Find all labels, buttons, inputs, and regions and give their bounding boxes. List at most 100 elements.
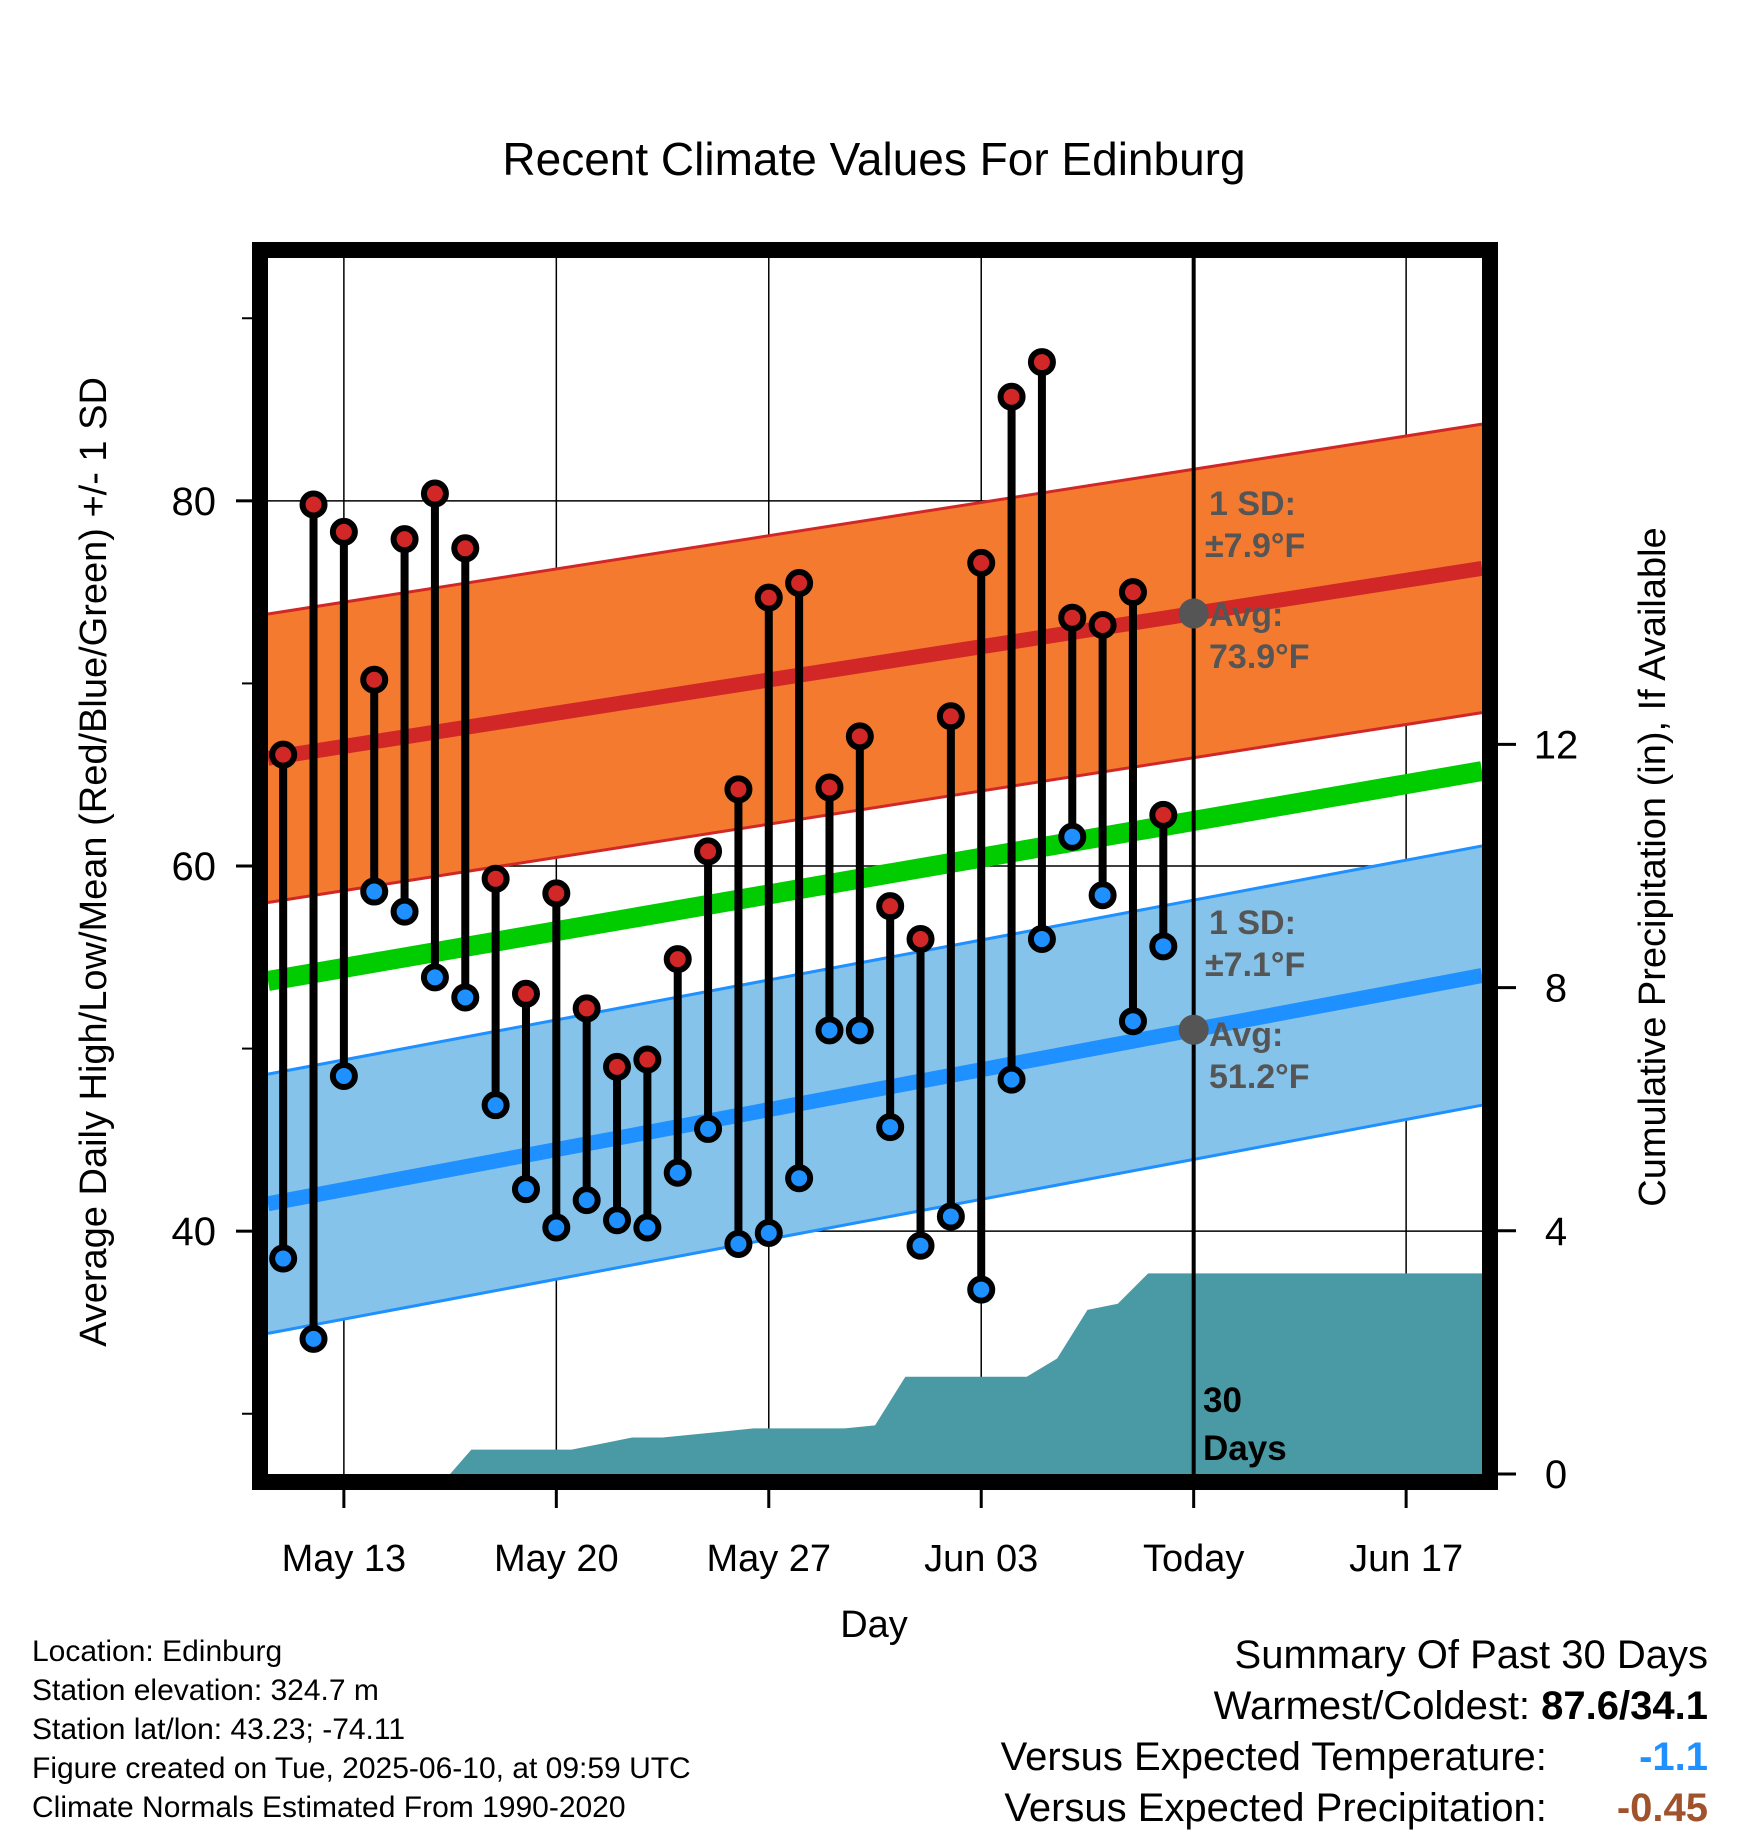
- today-days-number: 30: [1203, 1381, 1242, 1420]
- high-temp-point: [511, 979, 540, 1008]
- warmest-value: 87.6/34.1: [1541, 1684, 1708, 1728]
- y2-axis-label: Cumulative Precipitation (in), If Availa…: [1632, 527, 1674, 1206]
- high-temp-point: [390, 525, 419, 554]
- low-temp-point: [967, 1275, 996, 1304]
- high-avg-label: Avg:: [1209, 596, 1283, 634]
- high-band-lower-edge: [267, 711, 1483, 904]
- plot-border: [252, 242, 1498, 1490]
- low-temp-point: [1088, 881, 1117, 910]
- high-temp-point: [967, 548, 996, 577]
- elevation-text: Station elevation: 324.7 m: [32, 1674, 379, 1707]
- high-temp-point: [785, 568, 814, 597]
- y-tick-label: 80: [172, 480, 217, 524]
- x-tick-label: Today: [1143, 1538, 1244, 1580]
- low-temp-point: [724, 1229, 753, 1258]
- low-sd-label: 1 SD:: [1209, 904, 1296, 942]
- high-temp-point: [1027, 348, 1056, 377]
- high-temp-point: [876, 892, 905, 921]
- high-temp-point: [906, 925, 935, 954]
- low-temp-point: [845, 1016, 874, 1045]
- warmest-label: Warmest/Coldest:: [1213, 1684, 1531, 1728]
- high-temp-point: [754, 583, 783, 612]
- normal-annotations: 1 SD: ±7.9°F Avg: 73.9°F 1 SD: ±7.1°F Av…: [1205, 485, 1310, 1096]
- high-temp-point: [1058, 603, 1087, 632]
- high-temp-point: [572, 994, 601, 1023]
- y-axis-label: Average Daily High/Low/Mean (Red/Blue/Gr…: [73, 377, 115, 1347]
- daily-range-stems: [279, 362, 1168, 1339]
- low-temp-point: [997, 1065, 1026, 1094]
- x-tick-label: Jun 03: [924, 1538, 1038, 1580]
- location-text: Location: Edinburg: [32, 1635, 283, 1668]
- high-temp-point: [936, 702, 965, 731]
- low-sd-value: ±7.1°F: [1205, 946, 1305, 984]
- normal-bands: [266, 422, 1484, 1335]
- chart-title: Recent Climate Values For Edinburg: [502, 133, 1245, 185]
- high-temp-point: [633, 1045, 662, 1074]
- precip-area: [450, 1273, 1483, 1474]
- high-normal-line: [266, 560, 1484, 766]
- temp-value: -1.1: [1639, 1735, 1708, 1779]
- latlon-text: Station lat/lon: 43.23; -74.11: [32, 1713, 406, 1746]
- today-low-avg-dot: [1178, 1014, 1209, 1045]
- low-temp-point: [815, 1016, 844, 1045]
- summary-warmest-row: Warmest/Coldest: 87.6/34.1: [1001, 1681, 1708, 1732]
- high-temp-point: [481, 864, 510, 893]
- low-band-upper-edge: [267, 844, 1483, 1076]
- normals-text: Climate Normals Estimated From 1990-2020: [32, 1791, 626, 1824]
- today-high-avg-dot: [1178, 598, 1209, 629]
- low-temp-point: [299, 1324, 328, 1353]
- station-info: Location: Edinburg Station elevation: 32…: [32, 1632, 691, 1827]
- precip-label: Versus Expected Precipitation:: [1004, 1786, 1547, 1830]
- low-temp-point: [603, 1206, 632, 1235]
- high-band-upper-edge: [267, 422, 1483, 616]
- x-tick-label: May 20: [494, 1538, 619, 1580]
- low-temp-point: [936, 1202, 965, 1231]
- low-temp-point: [785, 1164, 814, 1193]
- low-band-lower-edge: [267, 1103, 1483, 1335]
- low-temp-point: [269, 1244, 298, 1273]
- high-temp-point: [694, 837, 723, 866]
- low-temp-point: [511, 1175, 540, 1204]
- high-temp-point: [1088, 610, 1117, 639]
- high-sd-value: ±7.9°F: [1205, 527, 1305, 565]
- low-temp-point: [329, 1061, 358, 1090]
- low-temp-point: [663, 1158, 692, 1187]
- high-temp-point: [724, 775, 753, 804]
- high-temp-point: [663, 945, 692, 974]
- high-temp-point: [815, 773, 844, 802]
- low-temp-point: [633, 1213, 662, 1242]
- y2-tick-label: 8: [1545, 967, 1567, 1011]
- y-tick-label: 60: [172, 845, 217, 889]
- today-days-word: Days: [1203, 1429, 1287, 1468]
- temp-label: Versus Expected Temperature:: [1000, 1735, 1547, 1779]
- plot-frame: [252, 242, 1498, 1490]
- y2-tick-label: 0: [1545, 1453, 1567, 1497]
- precip-value: -0.45: [1616, 1786, 1708, 1830]
- low-temp-point: [1149, 932, 1178, 961]
- y2-tick-label: 12: [1534, 723, 1579, 767]
- low-avg-label: Avg:: [1209, 1016, 1283, 1054]
- low-normal-line: [266, 968, 1484, 1212]
- x-tick-label: May 13: [282, 1538, 407, 1580]
- daily-markers: [269, 348, 1178, 1353]
- low-temp-point: [906, 1231, 935, 1260]
- low-temp-point: [481, 1091, 510, 1120]
- low-temp-point: [876, 1113, 905, 1142]
- high-temp-point: [603, 1052, 632, 1081]
- x-axis-label: Day: [840, 1604, 908, 1646]
- high-avg-value: 73.9°F: [1209, 638, 1310, 676]
- high-temp-point: [329, 517, 358, 546]
- high-temp-point: [997, 382, 1026, 411]
- low-temp-point: [451, 983, 480, 1012]
- mean-normal-line: [266, 761, 1484, 991]
- high-temp-point: [451, 534, 480, 563]
- low-temp-point: [754, 1218, 783, 1247]
- summary-title: Summary Of Past 30 Days: [1234, 1633, 1708, 1677]
- high-sd-label: 1 SD:: [1209, 485, 1296, 523]
- today-marker: 30 Days: [1178, 258, 1287, 1474]
- summary-temp-row: Versus Expected Temperature: -1.1: [1001, 1732, 1708, 1783]
- precipitation-area: [450, 1273, 1483, 1474]
- low-temp-point: [542, 1213, 571, 1242]
- low-temp-point: [1027, 925, 1056, 954]
